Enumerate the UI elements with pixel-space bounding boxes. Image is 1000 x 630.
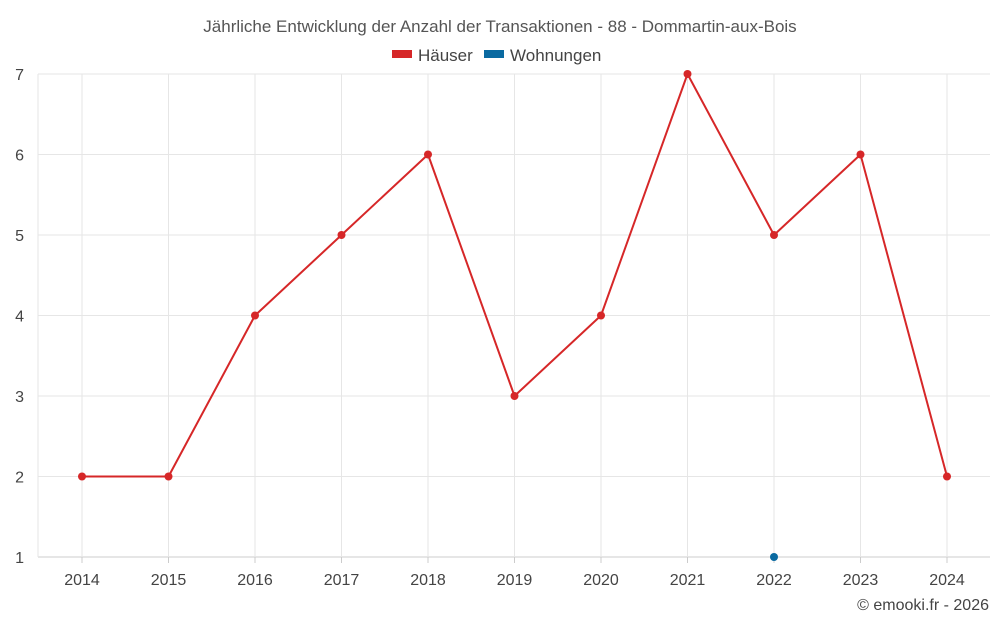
y-tick-label-3: 3 xyxy=(15,389,24,406)
x-tick-label-2022: 2022 xyxy=(756,572,792,589)
y-tick-label-7: 7 xyxy=(15,67,24,84)
x-tick-label-2018: 2018 xyxy=(410,572,446,589)
chart-title: Jährliche Entwicklung der Anzahl der Tra… xyxy=(203,17,796,36)
y-tick-label-5: 5 xyxy=(15,228,24,245)
credit-text: © emooki.fr - 2026 xyxy=(857,597,989,614)
y-tick-label-6: 6 xyxy=(15,148,24,165)
y-tick-label-2: 2 xyxy=(15,470,24,487)
legend-label-haeuser: Häuser xyxy=(418,46,473,65)
data-point-haeuser-2018 xyxy=(424,150,432,159)
data-point-haeuser-2019 xyxy=(510,392,519,400)
y-tick-label-1: 1 xyxy=(15,550,24,567)
series-layer xyxy=(78,70,951,561)
data-point-haeuser-2017 xyxy=(337,231,346,239)
x-tick-label-2017: 2017 xyxy=(324,572,360,589)
y-axis-ticks: 1 2 3 4 5 6 7 xyxy=(15,67,24,567)
data-point-wohnungen-2022 xyxy=(770,553,778,561)
legend-item-wohnungen[interactable]: Wohnungen xyxy=(484,46,601,65)
x-tick-label-2016: 2016 xyxy=(237,572,273,589)
grid xyxy=(37,73,990,558)
x-axis-ticks: 2014 2015 2016 2017 2018 2019 2020 2021 2022 2023… xyxy=(64,557,965,589)
legend-swatch-haeuser xyxy=(392,50,412,58)
x-tick-label-2023: 2023 xyxy=(843,572,879,589)
x-tick-label-2015: 2015 xyxy=(151,572,187,589)
x-tick-label-2020: 2020 xyxy=(583,572,619,589)
legend-item-haeuser[interactable]: Häuser xyxy=(392,46,473,65)
data-point-haeuser-2024 xyxy=(943,472,951,481)
data-point-haeuser-2014 xyxy=(78,472,86,481)
data-point-haeuser-2022 xyxy=(770,231,778,239)
x-tick-label-2024: 2024 xyxy=(929,572,965,589)
legend-label-wohnungen: Wohnungen xyxy=(510,46,601,65)
data-point-haeuser-2023 xyxy=(856,150,865,159)
y-tick-label-4: 4 xyxy=(15,309,24,326)
data-point-haeuser-2016 xyxy=(251,311,259,320)
x-tick-label-2021: 2021 xyxy=(670,572,706,589)
x-tick-label-2019: 2019 xyxy=(497,572,533,589)
data-point-haeuser-2020 xyxy=(597,311,605,320)
x-tick-label-2014: 2014 xyxy=(64,572,100,589)
data-point-haeuser-2015 xyxy=(164,472,173,481)
legend: Häuser Wohnungen xyxy=(392,46,601,65)
data-point-haeuser-2021 xyxy=(683,70,692,78)
legend-swatch-wohnungen xyxy=(484,50,504,58)
